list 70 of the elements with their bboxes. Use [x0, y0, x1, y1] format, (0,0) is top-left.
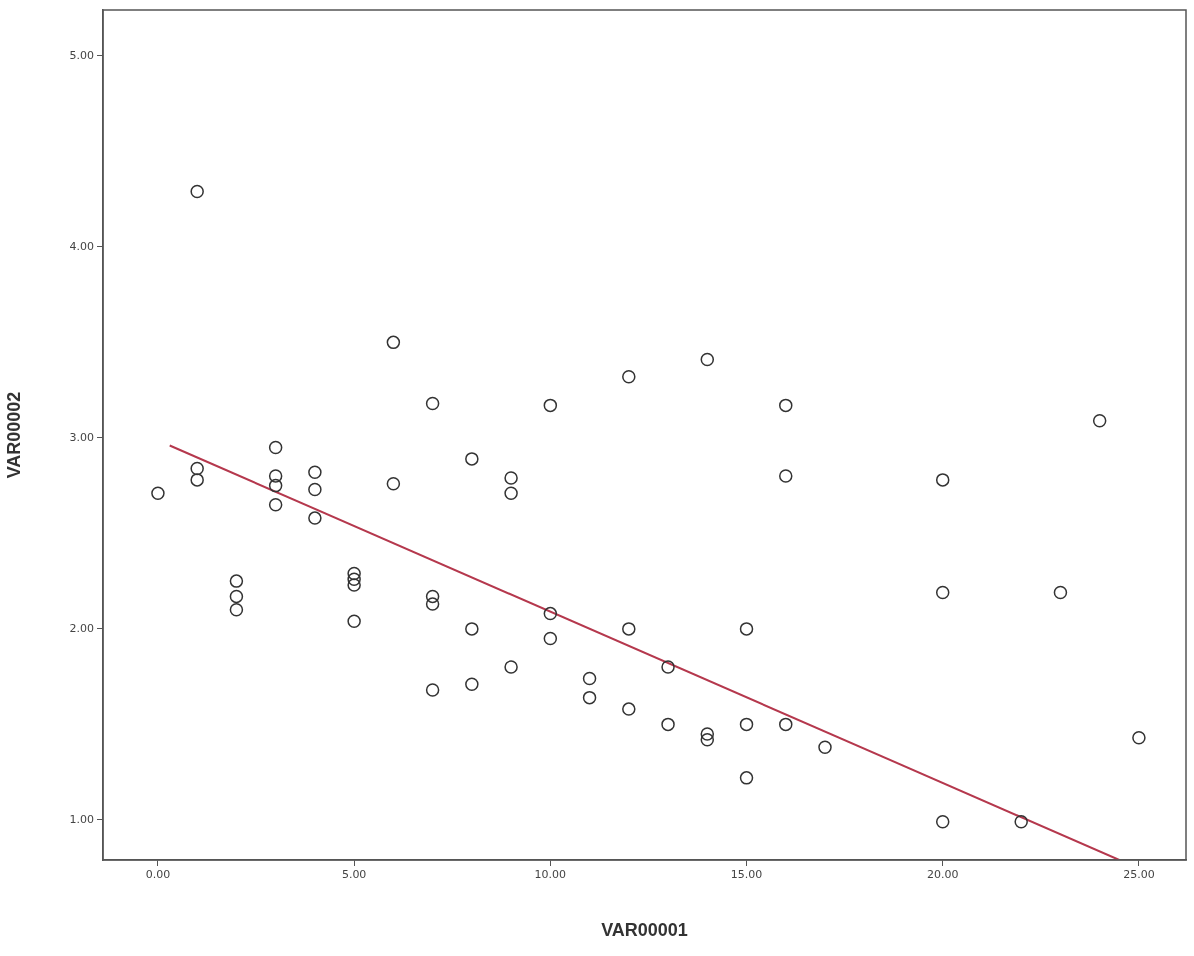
point	[151, 486, 165, 501]
x-tick-label: 0.00	[145, 868, 171, 882]
point	[622, 702, 636, 716]
point	[347, 566, 361, 581]
point	[347, 614, 361, 628]
point	[268, 478, 283, 493]
y-tick-label: 3.00	[69, 430, 94, 444]
point	[268, 497, 283, 512]
y-tick-label: 1.00	[69, 812, 94, 826]
point	[935, 473, 950, 487]
point	[465, 622, 479, 636]
point	[465, 677, 479, 692]
point	[779, 398, 793, 413]
point	[1092, 413, 1107, 428]
point	[622, 369, 636, 384]
point	[425, 589, 440, 604]
point	[543, 606, 558, 621]
point	[504, 660, 518, 674]
point	[700, 352, 715, 367]
point	[1053, 585, 1068, 600]
point	[1014, 815, 1028, 829]
point	[425, 396, 440, 411]
point	[308, 482, 322, 497]
x-tick-label: 20.00	[926, 868, 959, 882]
point	[347, 578, 361, 592]
point	[935, 585, 950, 600]
point	[622, 622, 636, 636]
point	[661, 660, 675, 674]
point	[229, 589, 244, 604]
point	[935, 815, 950, 829]
point	[425, 683, 440, 697]
point	[779, 469, 793, 483]
point	[582, 671, 597, 686]
point	[229, 603, 244, 617]
point	[818, 740, 832, 755]
point	[779, 717, 793, 732]
point	[268, 469, 283, 483]
y-tick-label: 2.00	[69, 621, 94, 635]
point	[229, 574, 244, 588]
x-tick-label: 15.00	[730, 868, 763, 882]
point	[425, 597, 440, 611]
point	[543, 398, 558, 413]
point	[1132, 731, 1146, 745]
x-axis-title: VAR00001	[601, 920, 688, 941]
point	[504, 471, 518, 485]
x-tick-label: 5.00	[341, 868, 367, 882]
point	[308, 465, 322, 479]
point	[465, 452, 479, 466]
point	[504, 486, 518, 501]
point	[308, 511, 322, 525]
point	[739, 717, 754, 732]
point	[386, 476, 401, 491]
point	[190, 184, 204, 199]
point	[268, 440, 283, 455]
point	[190, 473, 204, 487]
y-axis-title: VAR00002	[3, 391, 24, 479]
point	[700, 732, 715, 747]
y-tick-label: 4.00	[69, 239, 94, 253]
point	[190, 461, 204, 476]
point	[661, 717, 675, 732]
point	[739, 771, 754, 785]
point	[347, 572, 361, 586]
point	[386, 335, 401, 350]
point	[543, 631, 558, 646]
y-tick-label: 5.00	[69, 48, 94, 62]
point	[582, 690, 597, 705]
x-tick-label: 25.00	[1123, 868, 1155, 882]
point	[739, 622, 754, 636]
point	[700, 727, 715, 741]
x-tick-label: 10.00	[534, 868, 567, 882]
